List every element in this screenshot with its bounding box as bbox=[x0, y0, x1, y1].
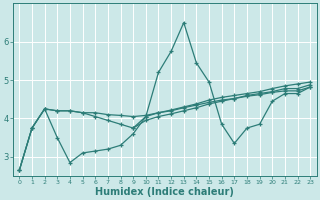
X-axis label: Humidex (Indice chaleur): Humidex (Indice chaleur) bbox=[95, 187, 234, 197]
